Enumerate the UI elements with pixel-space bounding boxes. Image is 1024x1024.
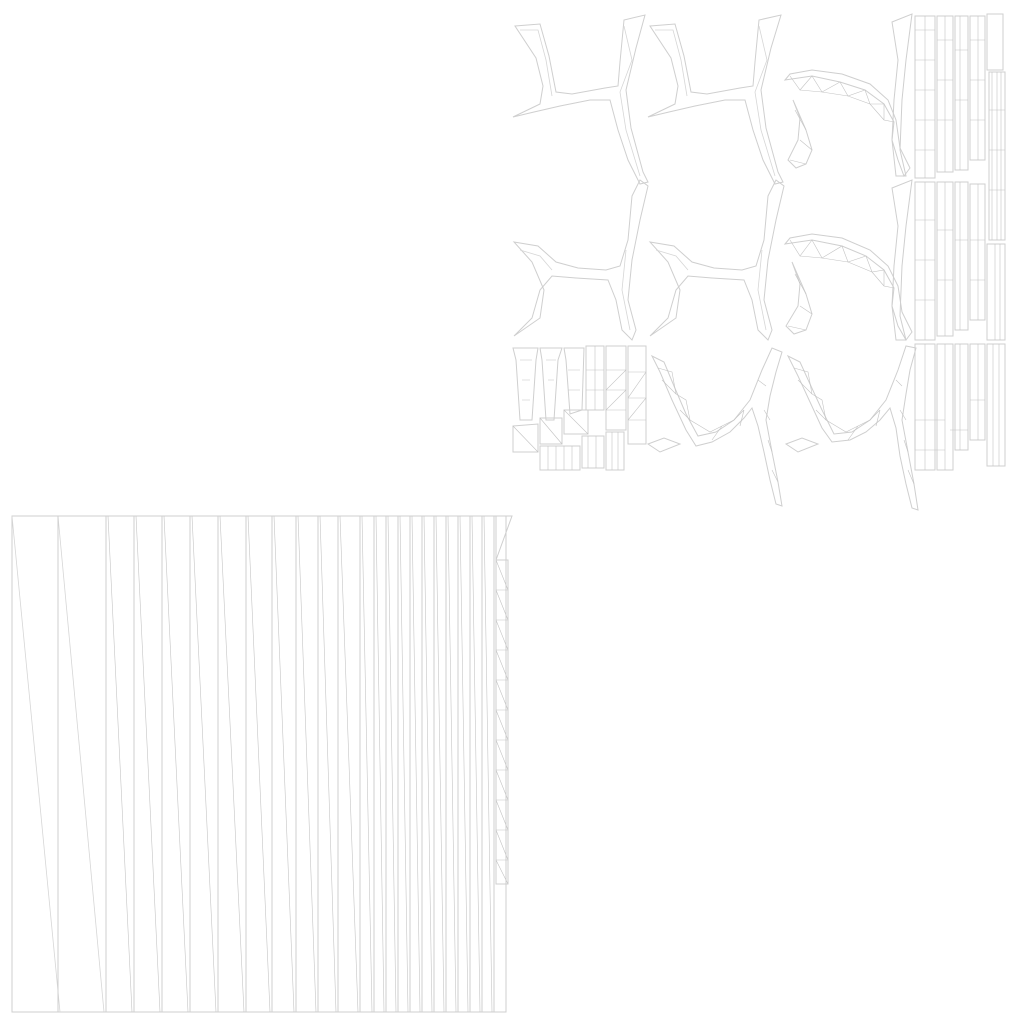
frame-arm-middle-middle (648, 179, 785, 341)
frame-curve-top-right (783, 13, 913, 178)
frame-curve-middle-right (783, 179, 913, 341)
frame-curve-bottom-middle (646, 347, 783, 507)
small-parts-cluster (512, 345, 647, 471)
frame-curve-bottom-right (784, 345, 919, 511)
frame-arm-top-middle (647, 14, 784, 185)
frame-arm-top-left (512, 14, 649, 185)
strip-column-right (914, 13, 1006, 471)
seat-slats-panel (11, 515, 513, 1013)
frame-arm-middle-left (512, 179, 649, 341)
